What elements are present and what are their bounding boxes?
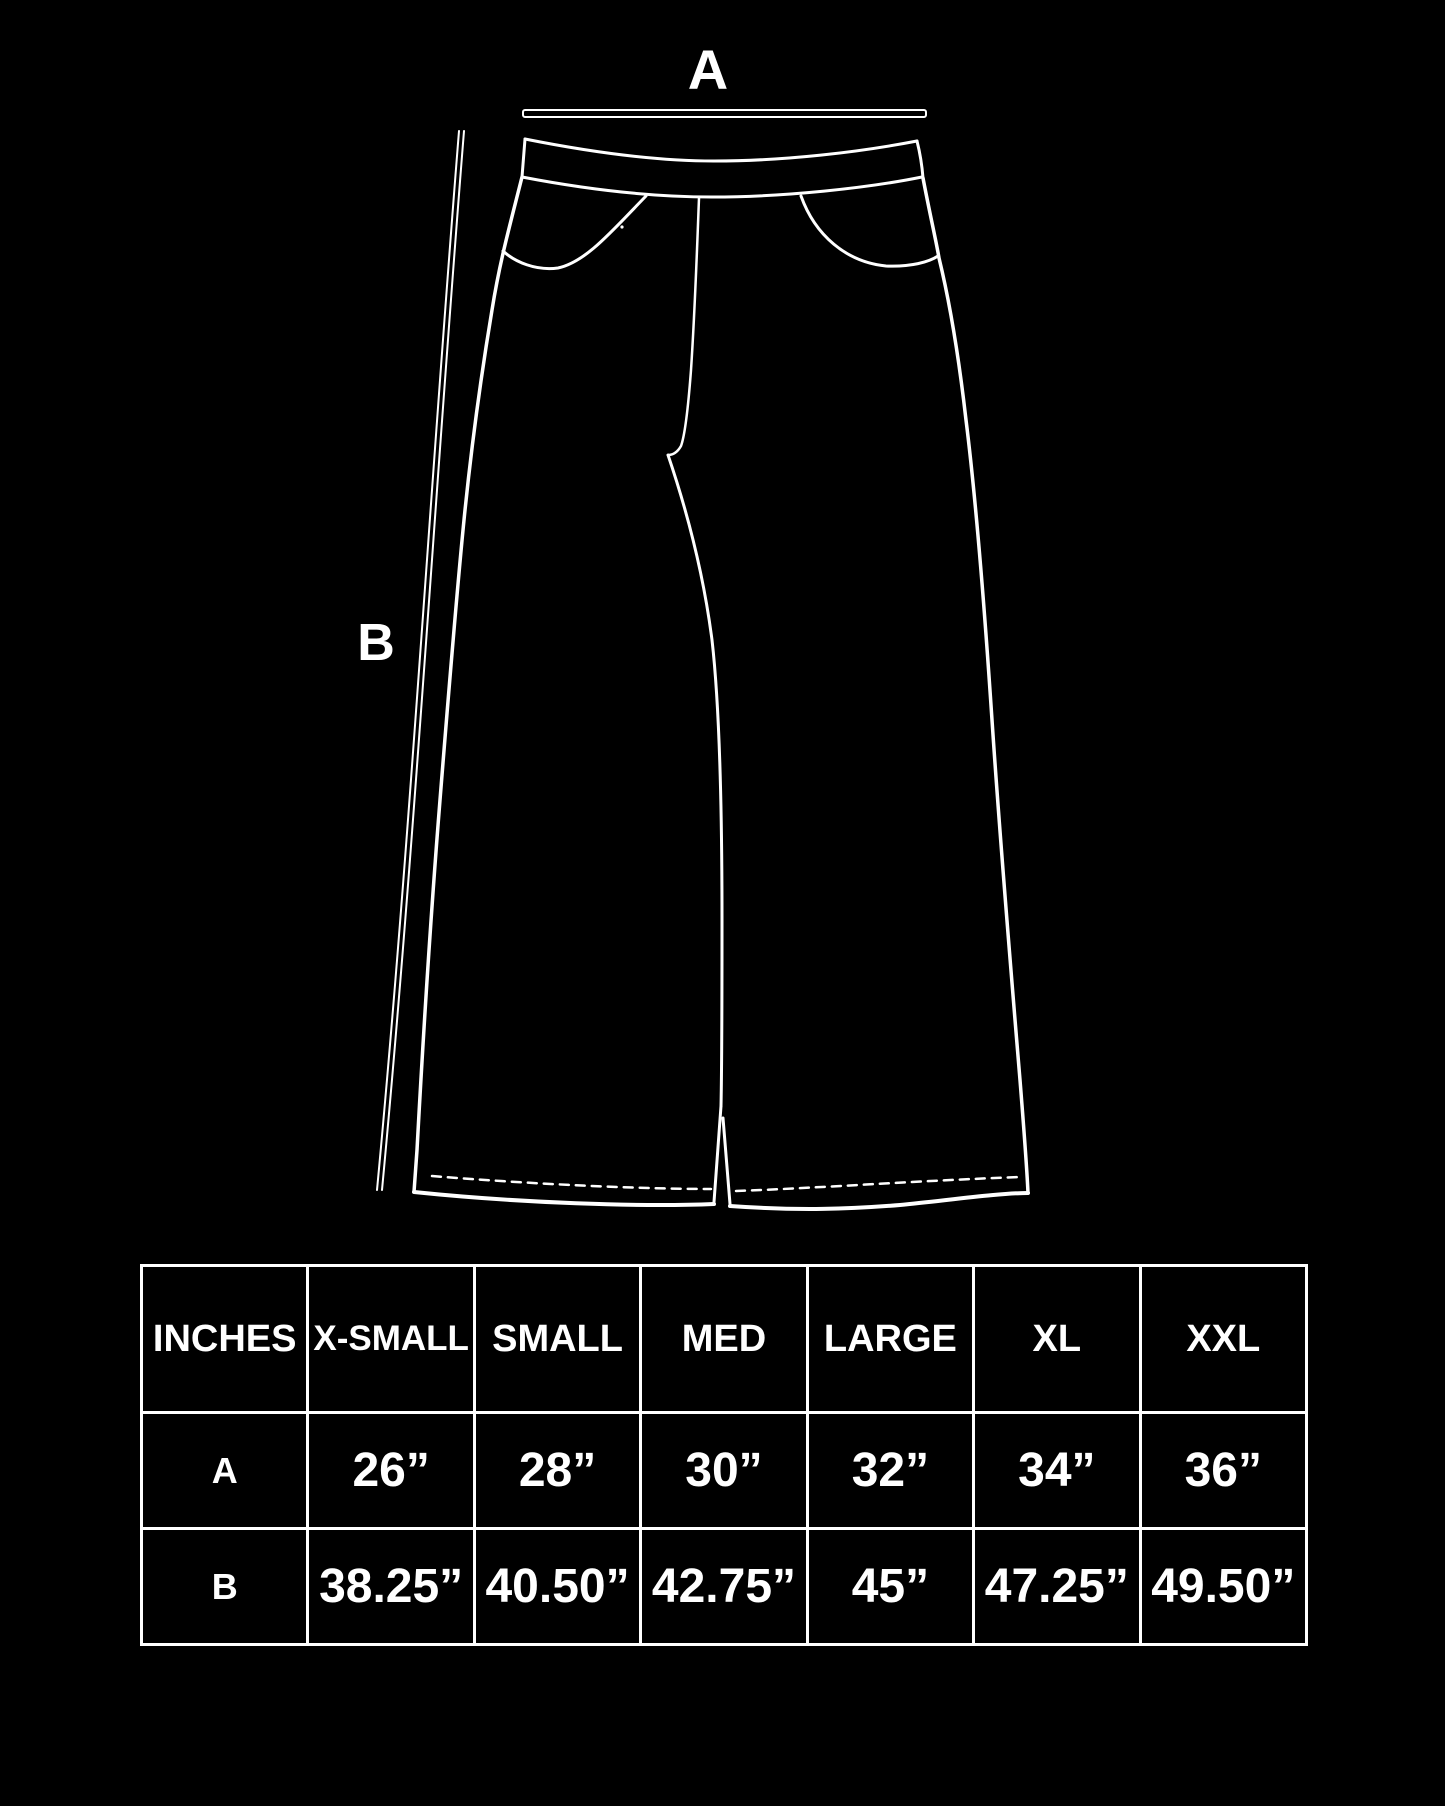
table-row-measurement-a: A 26” 28” 30” 32” 34” 36” [139,1411,1309,1530]
size-value-cell: 42.75” [639,1527,809,1646]
header-cell-small: SMALL [472,1264,643,1414]
measurement-label-b: B [357,614,395,672]
size-value-cell: 47.25” [972,1527,1142,1646]
size-value-cell: 38.25” [306,1527,476,1646]
size-value-cell: 49.50” [1138,1527,1309,1646]
right-pocket-curve [799,194,940,268]
size-value-cell: 34” [972,1411,1142,1530]
hem-slit-right [721,1116,732,1206]
header-cell-xsmall: X-SMALL [306,1264,476,1414]
left-hem-edge [412,1190,716,1207]
right-hem-edge [728,1191,1030,1211]
inseam-line [666,453,724,1108]
waistband-top-edge [523,137,919,163]
header-cell-xxl: XXL [1138,1264,1309,1414]
size-value-cell: 40.50” [472,1527,643,1646]
size-value-cell: 36” [1138,1411,1309,1530]
header-cell-xl: XL [972,1264,1142,1414]
waistband-bottom-edge [520,175,924,199]
size-table-header-row: INCHES X-SMALL SMALL MED LARGE XL XXL [139,1264,1309,1414]
measure-line-b-inner [381,130,465,1191]
size-table: INCHES X-SMALL SMALL MED LARGE XL XXL A … [139,1264,1309,1646]
size-value-cell: 26” [306,1411,476,1530]
waistband-right-edge [915,139,925,180]
hem-slit-left [712,1104,723,1204]
right-side-seam [921,176,1030,1195]
table-row-measurement-b: B 38.25” 40.50” 42.75” 45” 47.25” 49.50” [139,1527,1309,1646]
header-cell-med: MED [639,1264,809,1414]
left-hem-stitch-dashed [430,1174,713,1191]
size-value-cell: 32” [805,1411,976,1530]
waistband-left-edge [520,137,527,179]
measure-line-b-outer [376,130,460,1191]
header-cell-large: LARGE [805,1264,976,1414]
sketch-dot [620,225,624,229]
row-label-b: B [139,1527,310,1646]
measure-line-a [522,109,927,118]
measurement-label-a: A [687,38,729,101]
header-cell-inches: INCHES [139,1264,310,1414]
size-value-cell: 28” [472,1411,643,1530]
fly-line [666,196,701,457]
size-value-cell: 45” [805,1527,976,1646]
size-value-cell: 30” [639,1411,809,1530]
right-hem-stitch-dashed [734,1175,1024,1193]
row-label-a: A [139,1411,310,1530]
left-side-seam [412,175,524,1194]
left-pocket-curve [501,194,648,271]
